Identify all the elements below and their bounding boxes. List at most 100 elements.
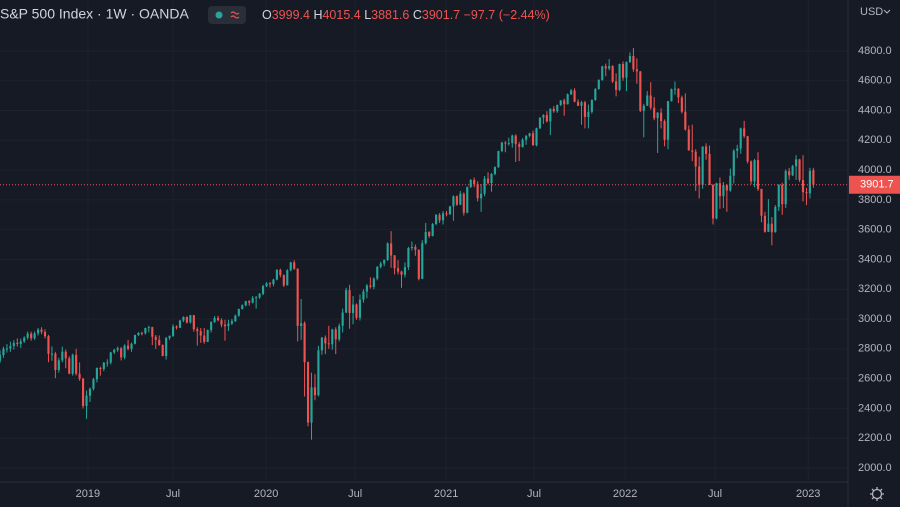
candle-body [324,337,327,344]
ohlc-letter: L [364,8,371,22]
candle-body [431,224,434,236]
candle-body [244,301,247,306]
y-tick-label: 2000.0 [858,462,892,474]
x-tick-label: 2020 [254,488,278,500]
candle-body [753,160,756,182]
ohlc-value: 3999.4 [272,8,310,22]
candle-body [237,309,240,316]
candle-body [390,243,393,256]
candle-body [750,161,753,182]
candle-body [812,170,815,185]
candle-body [234,315,237,322]
candle-body [351,304,355,313]
candle-body [386,243,389,260]
candle-body [92,379,95,389]
candle-body [774,207,777,233]
candle-body [767,223,770,232]
candle-body [106,362,109,364]
candle-body [660,112,663,122]
candle-body [445,213,448,215]
candle-body [123,345,126,358]
ohlc-value: 3881.6 [371,8,409,22]
candle-body [535,128,538,146]
y-tick-label: 4000.0 [858,164,892,176]
last-price-label: 3901.7 [860,179,894,191]
candle-body [763,215,767,232]
candle-body [47,336,50,354]
candle-body [144,327,147,334]
candle-body [206,330,209,342]
candle-body [639,71,642,111]
candle-body [358,299,362,318]
candles [0,47,848,440]
candle-body [452,196,455,207]
candle-body [306,362,310,423]
candle-body [320,337,323,351]
candle-body [795,159,798,167]
candle-body [493,167,497,174]
candle-body [362,291,365,300]
candle-body [611,66,614,82]
ohlc-letter: H [313,8,322,22]
candle-body [514,135,517,145]
candle-body [95,368,98,380]
candle-body [140,332,143,334]
candle-body [248,301,251,303]
candle-body [40,329,43,332]
candle-body [801,179,805,193]
candle-body [120,348,123,358]
candle-body [756,160,760,190]
candle-body [19,341,22,344]
candle-body [9,346,12,349]
candle-body [625,62,628,78]
candle-body [549,108,552,122]
candle-body [528,133,531,136]
candle-body [615,81,618,90]
candle-body [466,187,469,213]
candle-body [185,316,188,323]
x-tick-label: 2022 [613,488,637,500]
candle-body [379,263,382,267]
settings-icon[interactable] [870,487,884,501]
candle-body [711,184,715,219]
candle-body [57,360,60,370]
candle-body [313,387,317,396]
candle-body [203,335,206,342]
candle-body [725,185,728,191]
candle-body [88,388,92,396]
candle-body [708,153,711,185]
y-tick-label: 3600.0 [858,224,892,236]
candle-body [275,269,278,280]
candle-body [61,351,64,361]
status-chip[interactable] [208,6,246,24]
candle-body [30,333,33,339]
candle-body [383,259,386,264]
candle-body [85,395,88,406]
candle-body [666,101,670,140]
candle-body [12,342,15,347]
y-tick-label: 4400.0 [858,104,892,116]
y-tick-label: 3000.0 [858,313,892,325]
x-tick-label: 2019 [76,488,100,500]
grid [0,0,848,482]
candle-body [410,246,413,249]
candle-body [372,278,375,287]
candle-body [279,269,282,276]
currency-selector[interactable]: USD [860,6,883,18]
candle-body [590,99,593,112]
candle-body [632,56,635,70]
candle-body [230,321,233,324]
candle-body [113,349,116,353]
candle-body [670,89,673,102]
candle-body [521,139,524,147]
x-tick-label: 2023 [796,488,820,500]
candle-body [525,135,528,140]
market-status-dot [215,11,223,19]
data-status-icon [230,11,240,19]
candle-body [33,333,36,339]
candle-body [739,128,742,149]
candle-body [608,66,611,69]
last-price-tag [849,175,900,194]
candle-body [601,66,604,80]
candle-body [441,213,445,221]
